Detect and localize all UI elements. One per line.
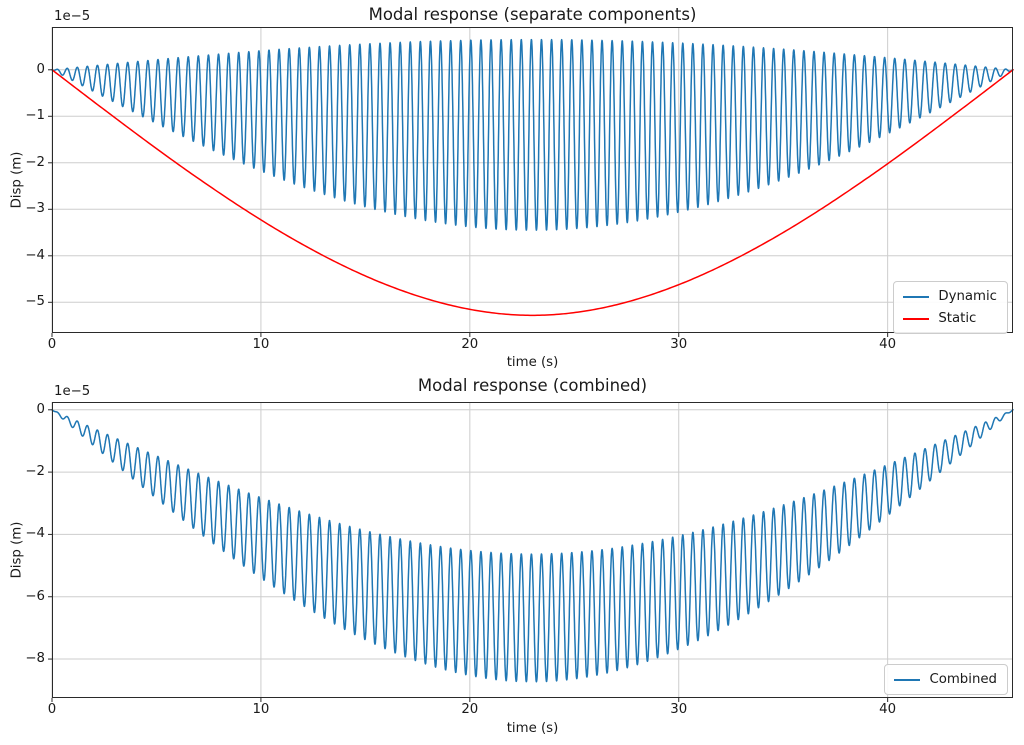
series-dynamic (51, 38, 1014, 231)
y-tick-label: 0 (36, 61, 45, 77)
x-tick-label: 10 (252, 702, 270, 717)
series-static (51, 69, 1014, 317)
legend-label-dynamic: Dynamic (938, 289, 997, 304)
y-tick-label: −4 (25, 247, 45, 263)
legend-line-static (903, 317, 930, 320)
y-tick-label: −2 (25, 464, 45, 480)
y-tick-label: −1 (25, 108, 45, 124)
x-tick-label: 10 (252, 337, 270, 352)
x-tick-label: 40 (879, 337, 897, 352)
x-tick-label: 30 (670, 337, 688, 352)
y-tick-label: −2 (25, 154, 45, 170)
y-tick-label: −6 (25, 588, 45, 604)
subplot1-y-offset-label: 1e−5 (54, 9, 91, 24)
legend-entry-dynamic: Dynamic (903, 287, 997, 306)
axes-spines (52, 402, 1013, 698)
legend-entry-combined: Combined (894, 670, 997, 689)
x-tick-label: 0 (47, 702, 57, 717)
subplot1-xlabel: time (s) (506, 355, 559, 370)
x-tick-label: 20 (461, 702, 479, 717)
x-tick-label: 0 (47, 337, 57, 352)
subplot1-title: Modal response (separate components) (368, 5, 697, 24)
y-tick-label: −8 (25, 651, 45, 667)
series-combined (51, 409, 1014, 683)
y-tick-label: −4 (25, 526, 45, 542)
y-tick-label: −3 (25, 201, 45, 217)
x-tick-label: 30 (670, 702, 688, 717)
legend-label-combined: Combined (929, 672, 997, 687)
x-tick-label: 40 (879, 702, 897, 717)
legend-line-dynamic (903, 295, 930, 298)
legend-entry-static: Static (903, 309, 997, 328)
x-tick-label: 20 (461, 337, 479, 352)
y-tick-label: −5 (25, 294, 45, 310)
y-tick-label: 0 (36, 401, 45, 417)
legend-line-combined (894, 678, 921, 681)
subplot2-xlabel: time (s) (506, 721, 559, 736)
axes-spines (52, 27, 1013, 333)
subplot2-y-offset-label: 1e−5 (54, 384, 91, 399)
legend-label-static: Static (938, 311, 977, 326)
subplot2-legend: Combined (884, 664, 1008, 695)
subplot2-title: Modal response (combined) (417, 376, 648, 395)
subplot1-legend: Dynamic Static (893, 281, 1008, 334)
